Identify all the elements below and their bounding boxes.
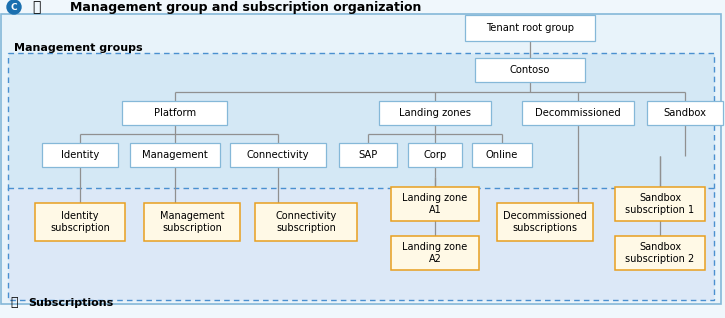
FancyBboxPatch shape [230, 143, 326, 167]
FancyBboxPatch shape [35, 203, 125, 241]
Text: Sandbox
subscription 1: Sandbox subscription 1 [626, 193, 695, 215]
Text: Landing zone
A1: Landing zone A1 [402, 193, 468, 215]
FancyBboxPatch shape [8, 53, 714, 193]
Text: Landing zone
A2: Landing zone A2 [402, 242, 468, 264]
Text: Decommissioned
subscriptions: Decommissioned subscriptions [503, 211, 587, 233]
Text: Connectivity: Connectivity [247, 150, 310, 160]
Text: 👥: 👥 [32, 0, 40, 14]
FancyBboxPatch shape [42, 143, 118, 167]
Text: Management: Management [142, 150, 208, 160]
FancyBboxPatch shape [615, 236, 705, 270]
Text: Decommissioned: Decommissioned [535, 108, 621, 118]
FancyBboxPatch shape [497, 203, 593, 241]
FancyBboxPatch shape [391, 236, 479, 270]
Text: Identity: Identity [61, 150, 99, 160]
FancyBboxPatch shape [465, 15, 595, 41]
FancyBboxPatch shape [144, 203, 240, 241]
Text: Identity
subscription: Identity subscription [50, 211, 110, 233]
Text: SAP: SAP [358, 150, 378, 160]
FancyBboxPatch shape [255, 203, 357, 241]
Text: Management
subscription: Management subscription [160, 211, 224, 233]
FancyBboxPatch shape [1, 14, 721, 304]
Text: Online: Online [486, 150, 518, 160]
Text: Sandbox: Sandbox [663, 108, 706, 118]
Text: Platform: Platform [154, 108, 196, 118]
Circle shape [7, 0, 21, 14]
Text: Subscriptions: Subscriptions [28, 298, 113, 308]
Text: C: C [11, 3, 17, 11]
FancyBboxPatch shape [379, 101, 491, 125]
Text: Corp: Corp [423, 150, 447, 160]
FancyBboxPatch shape [391, 187, 479, 221]
Text: Sandbox
subscription 2: Sandbox subscription 2 [626, 242, 695, 264]
FancyBboxPatch shape [8, 188, 714, 300]
FancyBboxPatch shape [522, 101, 634, 125]
FancyBboxPatch shape [408, 143, 462, 167]
FancyBboxPatch shape [123, 101, 228, 125]
Text: Tenant root group: Tenant root group [486, 23, 574, 33]
Text: 🔑: 🔑 [10, 296, 17, 309]
FancyBboxPatch shape [130, 143, 220, 167]
FancyBboxPatch shape [647, 101, 723, 125]
FancyBboxPatch shape [339, 143, 397, 167]
Text: Connectivity
subscription: Connectivity subscription [276, 211, 336, 233]
Text: Landing zones: Landing zones [399, 108, 471, 118]
FancyBboxPatch shape [472, 143, 532, 167]
FancyBboxPatch shape [475, 58, 585, 82]
FancyBboxPatch shape [615, 187, 705, 221]
Text: Management group and subscription organization: Management group and subscription organi… [70, 1, 421, 13]
Text: Contoso: Contoso [510, 65, 550, 75]
Text: Management groups: Management groups [14, 43, 143, 53]
